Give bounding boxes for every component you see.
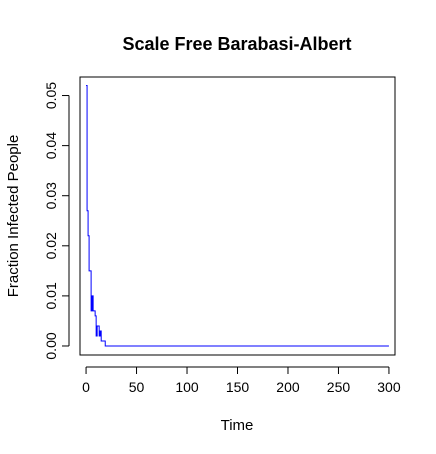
x-axis-title: Time [221, 417, 254, 434]
plot-frame [79, 76, 396, 356]
chart-title: Scale Free Barabasi-Albert [122, 34, 351, 54]
y-axis-title: Fraction Infected People [5, 135, 22, 298]
x-tick-label: 0 [82, 379, 90, 395]
y-tick-label: 0.02 [43, 232, 59, 259]
x-tick-label: 200 [276, 379, 300, 395]
y-axis: 0.00 0.01 0.02 0.03 0.04 0.05 [43, 82, 70, 360]
x-tick-label: 300 [377, 379, 401, 395]
y-tick-label: 0.05 [43, 82, 59, 109]
x-tick-label: 100 [175, 379, 199, 395]
y-tick-label: 0.01 [43, 282, 59, 309]
series-layer [86, 85, 389, 347]
y-tick-label: 0.04 [43, 132, 59, 159]
x-tick-label: 50 [129, 379, 145, 395]
series-line [86, 85, 389, 347]
x-tick-label: 150 [226, 379, 250, 395]
y-tick-label: 0.00 [43, 332, 59, 359]
y-tick-label: 0.03 [43, 182, 59, 209]
x-tick-label: 250 [327, 379, 351, 395]
x-axis: 0 50 100 150 200 250 300 [82, 366, 401, 395]
